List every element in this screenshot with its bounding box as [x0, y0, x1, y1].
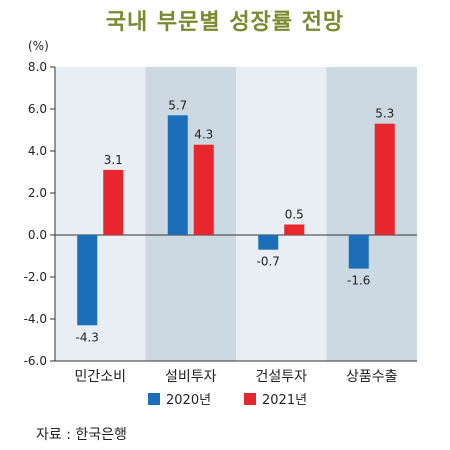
legend-label: 2021년 [262, 393, 307, 408]
bar [284, 224, 305, 235]
data-label: 4.3 [194, 128, 213, 142]
bar [374, 123, 395, 235]
x-tick-label: 설비투자 [165, 369, 217, 385]
legend-swatch [244, 393, 256, 405]
bar [193, 144, 214, 235]
data-label: 5.7 [168, 98, 187, 112]
y-tick-label: 8.0 [28, 60, 47, 74]
chart-title: 국내 부문별 성장률 전망 [105, 10, 345, 35]
category-band [326, 67, 417, 361]
x-tick-label: 상품수출 [346, 369, 398, 385]
bar [103, 169, 124, 235]
bar [258, 235, 279, 250]
y-tick-label: 0.0 [28, 228, 47, 242]
data-label: -4.3 [76, 330, 99, 344]
data-label: 3.1 [104, 153, 123, 167]
data-label: -1.6 [347, 274, 370, 288]
category-band [236, 67, 327, 361]
y-tick-label: -4.0 [24, 312, 47, 326]
y-tick-label: 2.0 [28, 186, 47, 200]
y-tick-label: -2.0 [24, 270, 47, 284]
x-tick-label: 민간소비 [74, 369, 126, 385]
y-tick-label: -6.0 [24, 354, 47, 368]
category-band [55, 67, 146, 361]
y-axis-unit: (%) [28, 39, 49, 53]
data-label: -0.7 [257, 255, 280, 269]
y-tick-label: 4.0 [28, 144, 47, 158]
source-note: 자료 : 한국은행 [36, 427, 127, 443]
data-label: 0.5 [285, 208, 304, 222]
legend-swatch [148, 393, 160, 405]
y-tick-label: 6.0 [28, 102, 47, 116]
bar [77, 235, 98, 326]
x-tick-label: 건설투자 [255, 369, 307, 385]
data-label: 5.3 [375, 107, 394, 121]
bar [167, 115, 188, 235]
legend-label: 2020년 [166, 393, 211, 408]
bar [348, 235, 369, 269]
category-band [145, 67, 236, 361]
